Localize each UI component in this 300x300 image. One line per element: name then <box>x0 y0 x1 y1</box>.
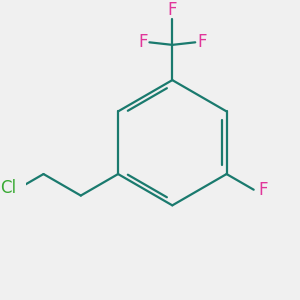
Text: F: F <box>138 33 148 51</box>
Text: F: F <box>168 2 177 20</box>
Text: Cl: Cl <box>0 179 16 197</box>
Text: F: F <box>259 181 268 199</box>
Text: F: F <box>197 33 207 51</box>
